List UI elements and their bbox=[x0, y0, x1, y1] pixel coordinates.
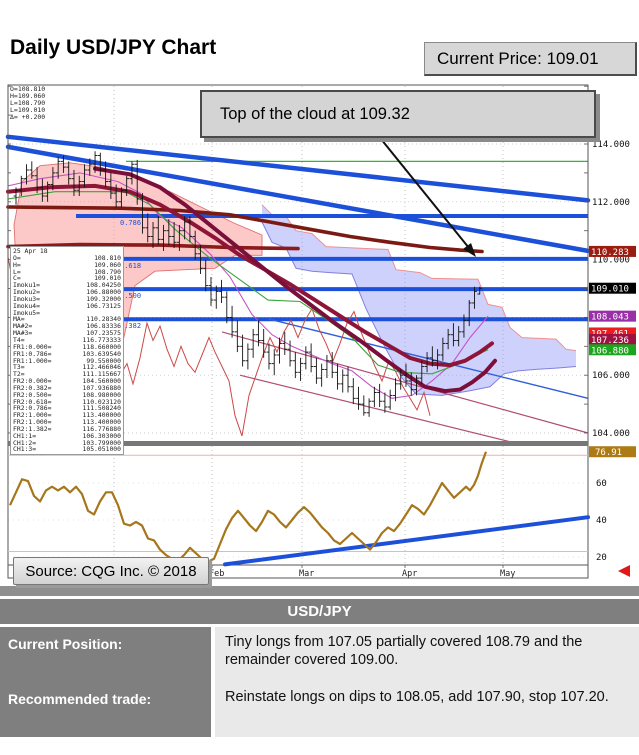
study-row: 25 Apr 18 bbox=[13, 247, 48, 255]
price-badge-110.283: 110.283 bbox=[591, 248, 629, 258]
study-row: Imoku3= 109.32000 bbox=[13, 294, 121, 303]
study-row: Imoku1= 108.04250 bbox=[13, 281, 121, 290]
study-row: T3= 112.466046 bbox=[13, 363, 121, 372]
study-row: FR2:1.000= 113.400000 bbox=[13, 418, 121, 427]
study-row: FR2:0.500= 108.980000 bbox=[13, 390, 121, 399]
study-row: MA= 110.28340 bbox=[13, 315, 121, 324]
ma-line-ma3 bbox=[6, 183, 494, 368]
page-title: Daily USD/JPY Chart bbox=[10, 36, 217, 59]
month-label-mar: Mar bbox=[299, 569, 314, 579]
ma-line-ma-flat bbox=[6, 242, 300, 251]
svg-text:0.786: 0.786 bbox=[120, 219, 141, 227]
svg-text:60: 60 bbox=[596, 479, 607, 489]
month-label-may: May bbox=[500, 569, 515, 579]
study-row: T2= 111.115667 bbox=[13, 370, 121, 379]
study-row: FR2:0.618= 110.023120 bbox=[13, 397, 121, 406]
study-row: MA#2= 106.83336 bbox=[13, 322, 121, 331]
study-row: C= 109.010 bbox=[13, 274, 121, 283]
price-bars bbox=[13, 151, 483, 417]
svg-text:110.000: 110.000 bbox=[592, 256, 630, 266]
current-price-box: Current Price: 109.01 bbox=[424, 42, 637, 76]
column-spacer bbox=[211, 682, 215, 737]
blue-cloud bbox=[262, 204, 576, 396]
study-row: FR2:0.000= 104.560000 bbox=[13, 377, 121, 386]
price-badge-108.043: 108.043 bbox=[591, 313, 629, 323]
ohlc-readout: O=108.810 H=109.060 L=108.790 L=109.010 … bbox=[10, 85, 46, 121]
study-row: H= 109.060 bbox=[13, 260, 121, 269]
svg-text:112.000: 112.000 bbox=[592, 198, 630, 208]
trendlines bbox=[5, 134, 591, 399]
study-row: Imoku4= 106.73125 bbox=[13, 301, 121, 310]
source-attribution-box: Source: CQG Inc. © 2018 bbox=[13, 557, 209, 585]
study-row: MA#3= 107.23575 bbox=[13, 329, 121, 338]
price-axis-labels: 114.000 112.000 110.000 106.000 104.000 bbox=[592, 140, 630, 439]
price-badge-107.236: 107.236 bbox=[591, 336, 629, 346]
row-label-current-position: Current Position: bbox=[0, 627, 211, 682]
study-row: L= 108.790 bbox=[13, 267, 121, 276]
scroll-left-arrow[interactable] bbox=[618, 565, 630, 577]
annotation-arrow bbox=[380, 138, 476, 257]
current-price-text: Current Price: 109.01 bbox=[437, 48, 599, 68]
study-row: FR1:0.000= 118.660000 bbox=[13, 342, 121, 351]
rsi-line bbox=[9, 451, 488, 563]
row-value-current-position: Tiny longs from 107.05 partially covered… bbox=[215, 627, 639, 682]
row-value-recommended-trade: Reinstate longs on dips to 108.05, add 1… bbox=[215, 682, 639, 737]
study-values-panel: 25 Apr 18 O= 108.810 H= 109.060 L= 108.790 C= 10… bbox=[10, 246, 124, 456]
table-header: USD/JPY bbox=[0, 599, 639, 624]
study-row: T4= 116.773333 bbox=[13, 335, 121, 344]
source-text: Source: CQG Inc. © 2018 bbox=[25, 562, 197, 580]
section-divider bbox=[0, 586, 639, 596]
row-label-recommended-trade: Recommended trade: bbox=[0, 682, 211, 737]
study-row: CH1:3= 105.051000 bbox=[13, 445, 121, 454]
month-label-apr: Apr bbox=[402, 569, 417, 579]
cloud-annotation-box: Top of the cloud at 109.32 bbox=[200, 90, 596, 138]
price-badges: 110.283107.461109.010108.043107.236106.8… bbox=[589, 245, 636, 356]
price-badge-106.880: 106.880 bbox=[591, 346, 629, 356]
svg-text:0.382: 0.382 bbox=[120, 322, 141, 330]
study-row: Imoku5= bbox=[13, 308, 40, 317]
svg-text:20: 20 bbox=[596, 553, 607, 563]
price-badge-109.010: 109.010 bbox=[591, 285, 629, 295]
channel-lines bbox=[221, 331, 589, 443]
study-row: Imoku2= 106.88000 bbox=[13, 288, 121, 297]
ma-line-ma bbox=[6, 205, 484, 254]
study-row: FR2:1.000= 113.400000 bbox=[13, 411, 121, 420]
study-row: FR2:0.786= 111.508240 bbox=[13, 404, 121, 413]
time-axis-labels: Feb Mar Apr May bbox=[209, 565, 515, 579]
study-row: CH1:1= 106.303000 bbox=[13, 431, 121, 440]
svg-text:114.000: 114.000 bbox=[592, 140, 630, 150]
study-row: FR2:1.382= 116.776880 bbox=[13, 424, 121, 433]
study-row: CH1:2= 103.799000 bbox=[13, 438, 121, 447]
rsi-value-badge: 76.91 bbox=[595, 448, 622, 458]
month-label-feb: Feb bbox=[209, 569, 224, 579]
trade-info-table: USD/JPY Current Position: Tiny longs fro… bbox=[0, 599, 639, 737]
study-row: FR2:0.382= 107.936880 bbox=[13, 383, 121, 392]
moving-averages bbox=[6, 166, 497, 394]
svg-text:0.618: 0.618 bbox=[120, 262, 141, 270]
svg-text:104.000: 104.000 bbox=[592, 429, 630, 439]
svg-text:106.000: 106.000 bbox=[592, 371, 630, 381]
column-spacer bbox=[211, 627, 215, 682]
study-row: O= 108.810 bbox=[13, 253, 121, 262]
study-row: FR1:0.786= 103.639540 bbox=[13, 349, 121, 358]
ma-line-ma2 bbox=[93, 166, 497, 394]
study-row: FR1:1.000= 99.550000 bbox=[13, 356, 121, 365]
svg-text:0.500: 0.500 bbox=[120, 292, 141, 300]
svg-text:40: 40 bbox=[596, 516, 607, 526]
cloud-annotation-text: Top of the cloud at 109.32 bbox=[220, 104, 410, 123]
